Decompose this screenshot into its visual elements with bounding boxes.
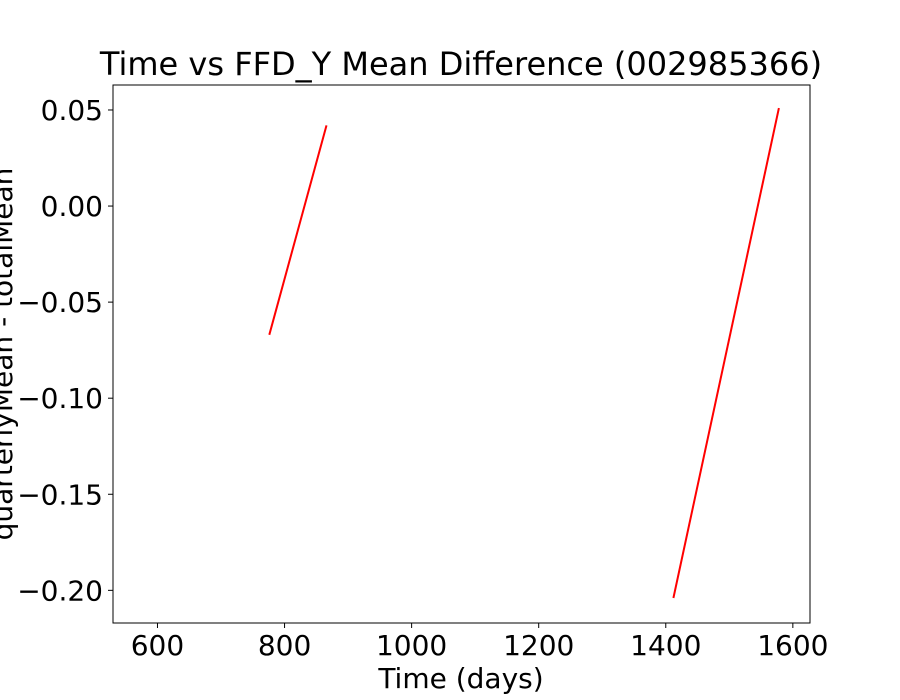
chart-title: Time vs FFD_Y Mean Difference (002985366… xyxy=(99,45,822,83)
x-axis-label: Time (days) xyxy=(377,662,543,695)
x-tick-label: 1400 xyxy=(630,629,701,662)
x-axis-ticks: 600 800 1000 1200 1400 1600 xyxy=(131,623,828,662)
y-tick-label: 0.05 xyxy=(41,94,103,127)
x-tick-label: 1600 xyxy=(757,629,828,662)
x-tick-label: 600 xyxy=(131,629,184,662)
y-tick-label: −0.20 xyxy=(17,574,103,607)
series-0-segment-1 xyxy=(672,107,780,599)
x-tick-label: 1000 xyxy=(376,629,447,662)
series-0-segment-0 xyxy=(268,125,328,336)
y-tick-label: −0.15 xyxy=(17,478,103,511)
y-axis-ticks: 0.05 0.00 −0.05 −0.10 −0.15 −0.20 xyxy=(17,94,113,607)
series-layer xyxy=(268,107,780,599)
x-tick-label: 1200 xyxy=(503,629,574,662)
y-axis-label: quarterlyMean - totalMean xyxy=(0,168,19,541)
y-tick-label: −0.05 xyxy=(17,286,103,319)
plot-area-frame xyxy=(112,84,811,624)
x-tick-label: 800 xyxy=(258,629,311,662)
y-tick-label: 0.00 xyxy=(41,190,103,223)
y-tick-label: −0.10 xyxy=(17,382,103,415)
